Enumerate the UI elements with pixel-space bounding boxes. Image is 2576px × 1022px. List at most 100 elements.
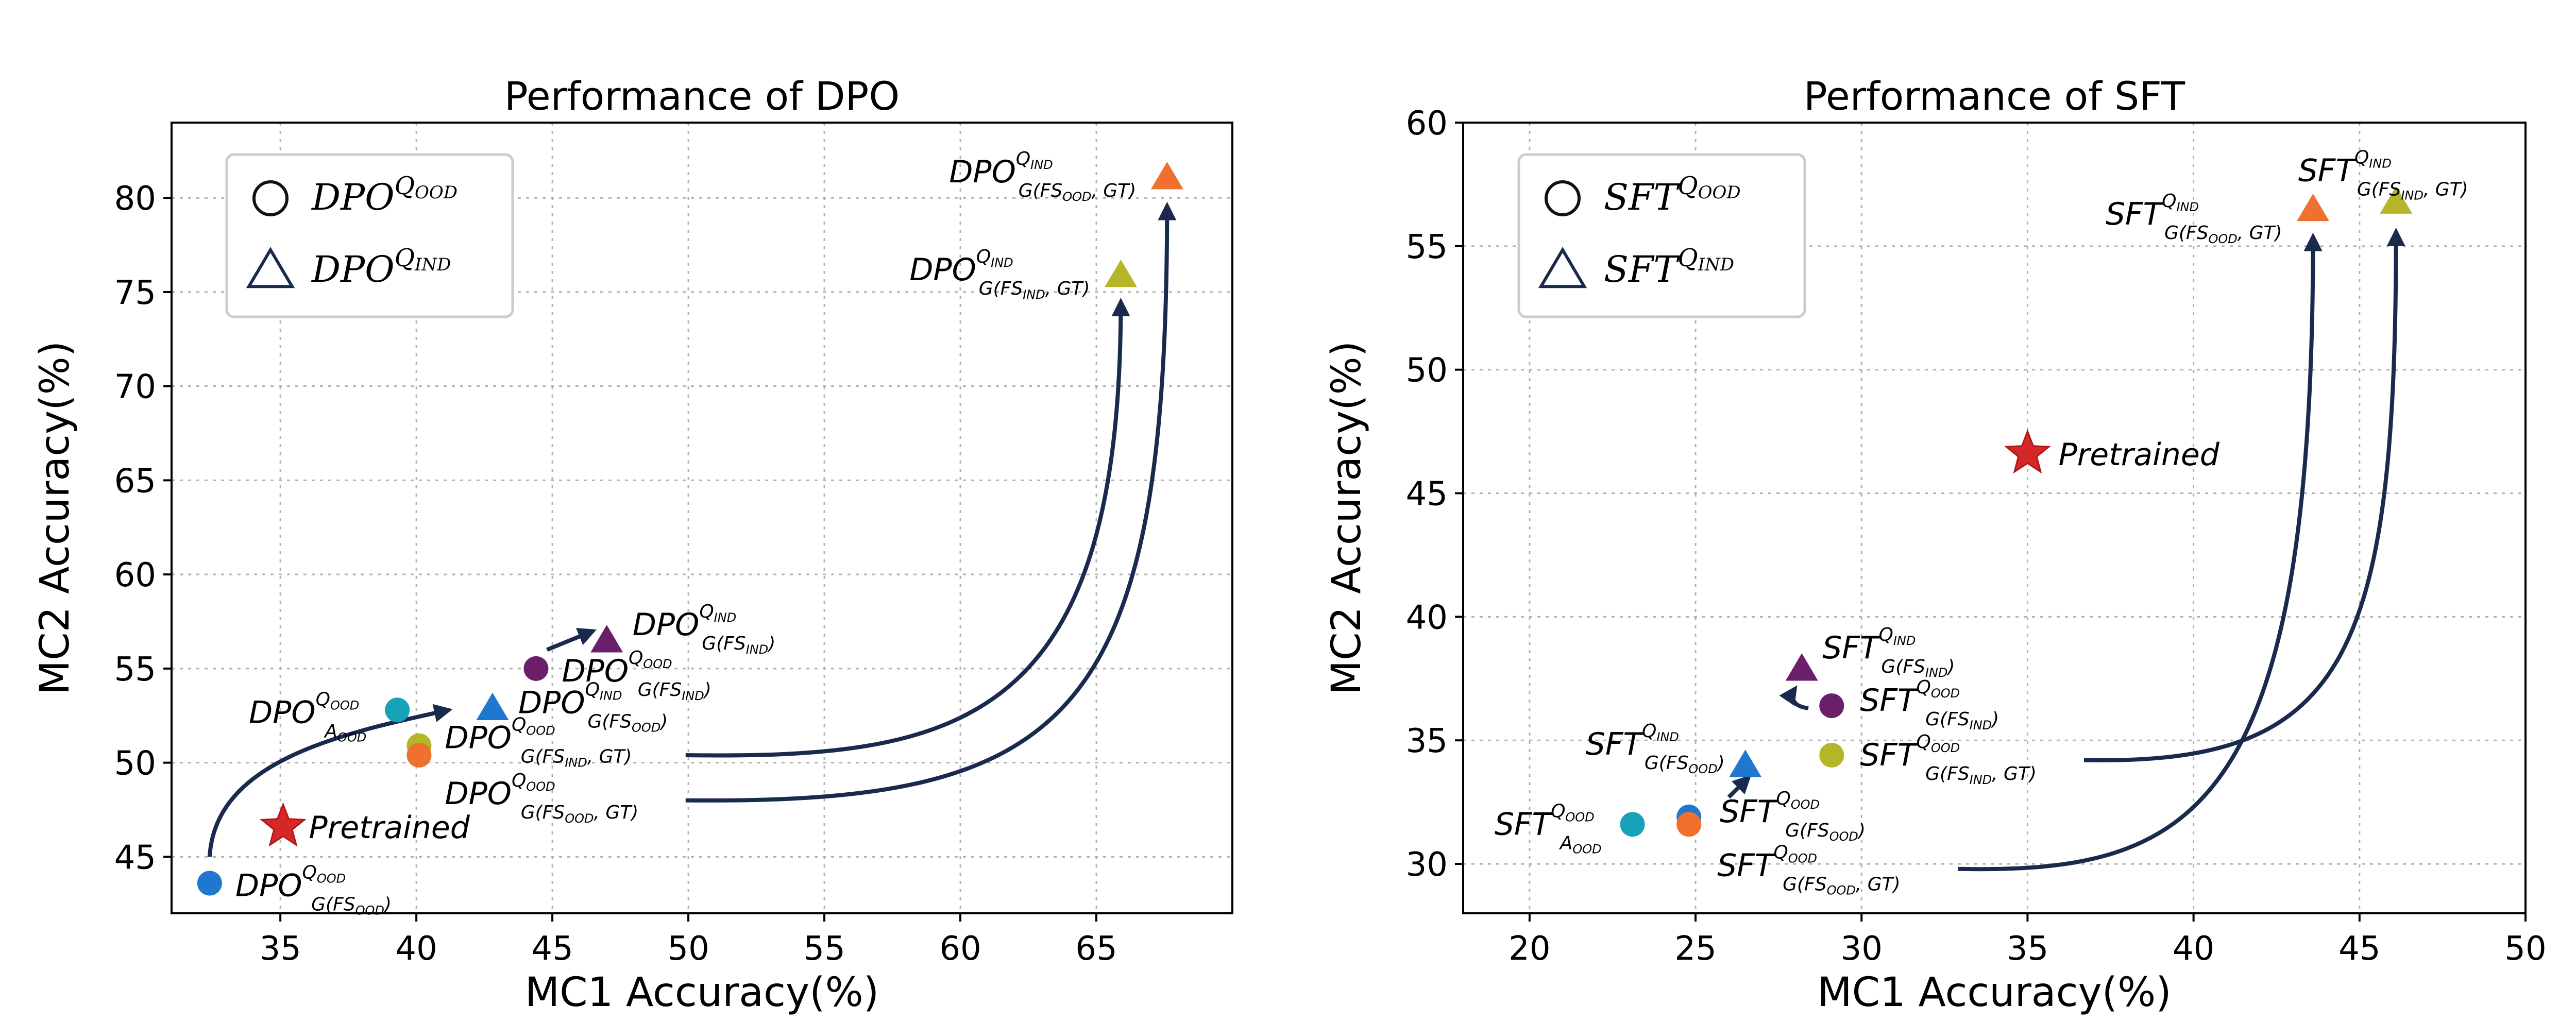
y-axis-label: MC2 Accuracy(%) bbox=[32, 341, 78, 695]
legend-base: SFT bbox=[1604, 248, 1680, 291]
pretrained-label: Pretrained bbox=[2058, 437, 2219, 473]
label-sup: Q bbox=[1016, 148, 1030, 169]
label-base: SFT bbox=[1822, 630, 1881, 666]
label-base: DPO bbox=[909, 252, 976, 288]
label-base: DPO bbox=[518, 685, 585, 721]
label-sub: G(FS bbox=[1785, 820, 1829, 841]
label-sup: Q bbox=[2162, 191, 2176, 212]
label-sub: G(FS bbox=[979, 278, 1023, 299]
label-sub-sub: OOD bbox=[1829, 829, 1858, 844]
legend-entry: SFTQOOD bbox=[1604, 172, 1741, 218]
legend-marker bbox=[252, 180, 289, 216]
label-sub-end: , GT) bbox=[1992, 763, 2037, 785]
label-sub: G(FS bbox=[1783, 874, 1827, 895]
label-sub: G(FS bbox=[1881, 656, 1925, 677]
sft-g-fs-ind-gt-triangle-label: SFTQIND G(FSIND, GT) bbox=[2298, 147, 2468, 203]
dpo-g-fs-ind-gt-circle-label: DPOQOOD G(FSIND, GT) bbox=[445, 714, 632, 770]
x-tick-label: 50 bbox=[667, 930, 709, 968]
label-sub-sub: IND bbox=[1970, 718, 1992, 733]
label-sup: Q bbox=[1879, 624, 1893, 645]
dpo-a-ood-circle-label: DPOQOOD AOOD bbox=[249, 689, 366, 744]
dpo-g-fs-ind-triangle-label: DPOQIND G(FSIND) bbox=[633, 601, 776, 657]
legend-sup-sub: IND bbox=[1698, 254, 1734, 275]
dpo-g-fs-ood-circle-label: DPOQOOD G(FSOOD) bbox=[235, 862, 392, 918]
label-sub-end: , GT) bbox=[2424, 179, 2468, 200]
legend-sup-sub: OOD bbox=[1698, 182, 1741, 203]
y-tick-label: 50 bbox=[1406, 352, 1448, 390]
label-sup-sub: IND bbox=[1656, 730, 1679, 744]
sft-g-fs-ind-circle-marker bbox=[1819, 693, 1844, 719]
legend-sup: Q bbox=[1677, 172, 1698, 200]
sft-a-ood-circle-label: SFTQOOD AOOD bbox=[1495, 800, 1602, 856]
label-sub: G(FS bbox=[521, 746, 565, 768]
label-sup: Q bbox=[316, 689, 330, 710]
y-tick-label: 60 bbox=[114, 556, 156, 594]
legend-marker bbox=[1545, 180, 1581, 216]
y-tick-label: 65 bbox=[114, 462, 156, 500]
label-base: DPO bbox=[445, 720, 512, 756]
sft-a-ood-circle-marker bbox=[1620, 812, 1645, 837]
x-tick-label: 60 bbox=[939, 930, 981, 968]
label-sub: G(FS bbox=[702, 633, 746, 654]
x-tick-label: 50 bbox=[2504, 930, 2546, 968]
label-sub-sub: OOD bbox=[1688, 762, 1717, 776]
sft-g-fs-ind-gt-circle-marker bbox=[1819, 743, 1844, 768]
label-sub-end: , GT) bbox=[2238, 223, 2282, 244]
label-base: SFT bbox=[1720, 794, 1778, 830]
label-sub: G(FS bbox=[587, 711, 632, 733]
label-sub: G(FS bbox=[2357, 179, 2401, 200]
x-tick-label: 45 bbox=[531, 930, 573, 968]
legend-marker bbox=[246, 247, 295, 288]
legend-sup: Q bbox=[1677, 244, 1698, 272]
label-sub-sub: IND bbox=[682, 689, 704, 703]
label-sup: Q bbox=[512, 770, 526, 791]
pretrained-marker bbox=[260, 802, 307, 847]
label-sub-sub: IND bbox=[1023, 287, 1045, 302]
label-sub-end: ) bbox=[1857, 820, 1866, 841]
label-sup-sub: IND bbox=[991, 256, 1013, 270]
trend-arrow bbox=[685, 201, 1177, 803]
sft-g-fs-ind-gt-circle-label: SFTQOOD G(FSIND, GT) bbox=[1860, 731, 2037, 787]
label-sub-end: , GT) bbox=[1091, 180, 1136, 201]
label-sup: Q bbox=[1776, 788, 1790, 809]
label-sub-sub: OOD bbox=[1062, 190, 1091, 204]
sft-g-fs-ood-gt-triangle-marker bbox=[2297, 193, 2330, 222]
legend-sup: Q bbox=[395, 172, 415, 200]
dpo-g-fs-ood-gt-triangle-label: DPOQIND G(FSOOD, GT) bbox=[949, 148, 1136, 204]
sft-g-fs-ind-triangle-label: SFTQIND G(FSIND) bbox=[1822, 624, 1955, 680]
label-sup: Q bbox=[1551, 800, 1565, 822]
label-sub: G(FS bbox=[638, 679, 682, 701]
label-sup: Q bbox=[302, 862, 317, 883]
trend-arrow bbox=[685, 298, 1130, 758]
label-base: DPO bbox=[249, 694, 316, 730]
label-base: SFT bbox=[1860, 737, 1919, 773]
label-sub: G(FS bbox=[1925, 709, 1970, 730]
y-tick-label: 75 bbox=[114, 274, 156, 312]
label-sub-end: , GT) bbox=[587, 746, 632, 768]
label-sub-end: ) bbox=[703, 679, 711, 701]
y-tick-label: 70 bbox=[114, 368, 156, 406]
y-tick-label: 80 bbox=[114, 180, 156, 218]
x-tick-label: 40 bbox=[2173, 930, 2214, 968]
label-sub-end: ) bbox=[767, 633, 775, 654]
label-base: SFT bbox=[1717, 847, 1776, 883]
label-sub: A bbox=[324, 721, 337, 742]
label-sup: Q bbox=[629, 648, 643, 669]
label-sub-end: ) bbox=[659, 711, 668, 733]
trend-arrow bbox=[1727, 775, 1752, 799]
chart-title: Performance of DPO bbox=[504, 73, 900, 119]
label-sup: Q bbox=[1642, 721, 1656, 742]
label-sub: G(FS bbox=[2164, 223, 2209, 244]
label-base: SFT bbox=[1860, 683, 1919, 719]
label-sub-sub: OOD bbox=[337, 730, 366, 744]
legend-base: DPO bbox=[311, 248, 395, 291]
label-sub-end: , GT) bbox=[594, 802, 638, 823]
label-sub-sub: IND bbox=[746, 642, 769, 657]
y-tick-label: 50 bbox=[114, 745, 156, 783]
label-sup: Q bbox=[1917, 677, 1931, 698]
trend-arrow bbox=[546, 627, 597, 652]
label-sub: G(FS bbox=[521, 802, 565, 823]
legend-base: SFT bbox=[1604, 176, 1680, 218]
label-sub: G(FS bbox=[1019, 180, 1063, 201]
label-sup: Q bbox=[2354, 147, 2369, 168]
